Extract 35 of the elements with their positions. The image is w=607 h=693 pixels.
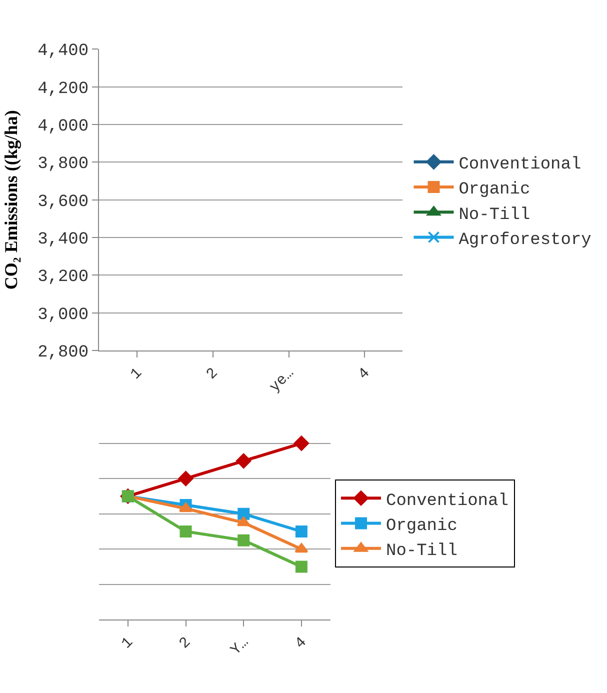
legend-label: Agroforestory: [458, 230, 592, 250]
point: [294, 436, 309, 451]
y-axis-title: CO₂ Emissions ((kg/ha): [0, 110, 21, 290]
x-tick-label: 2: [203, 364, 222, 384]
x-tick-label: 4: [292, 634, 310, 652]
point: [236, 453, 252, 468]
legend-label: Conventional: [386, 492, 508, 511]
point: [238, 508, 250, 520]
y-tick-label: 3,200: [38, 268, 89, 288]
legend-label: No-Till: [386, 542, 458, 561]
point: [238, 534, 250, 546]
legend-label: Organic: [386, 516, 458, 536]
legend-label: Organic: [458, 180, 530, 200]
point: [180, 526, 192, 538]
y-tick-label: 3,000: [38, 306, 89, 325]
x-tick-label: 4: [355, 364, 374, 384]
y-tick-label: 3,400: [38, 230, 89, 250]
x-tick-label: 2: [176, 634, 195, 652]
x-tick-label: 1: [118, 634, 137, 652]
x-tick-label: ye…: [266, 364, 298, 396]
y-tick-label: 4,000: [38, 118, 89, 136]
legend-label: Conventional: [458, 156, 582, 175]
y-tick-label: 3,800: [38, 155, 89, 174]
y-tick-label: 2,800: [38, 343, 89, 362]
point: [295, 560, 308, 573]
y-tick-label: 3,600: [38, 192, 89, 212]
x-tick-label: Y…: [228, 634, 252, 659]
point: [178, 471, 194, 486]
point: [295, 526, 308, 538]
point: [236, 516, 250, 526]
y-tick-label: 4,400: [38, 42, 89, 62]
y-tick-label: 4,200: [38, 80, 89, 99]
legend-label: No-Till: [458, 206, 530, 225]
point: [294, 543, 308, 553]
x-tick-label: 1: [127, 364, 146, 384]
